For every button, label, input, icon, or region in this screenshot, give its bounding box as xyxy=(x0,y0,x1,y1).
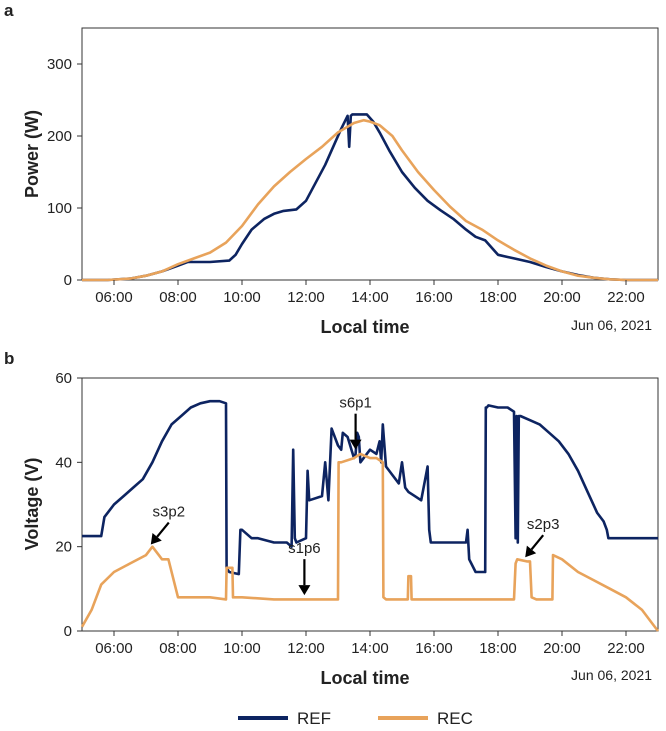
panel-letter-a: a xyxy=(4,1,14,20)
y-axis-title: Voltage (V) xyxy=(22,458,42,551)
date-label: Jun 06, 2021 xyxy=(571,667,652,683)
annotations: s3p2 s1p6 s6p1 s2p3 xyxy=(150,395,560,596)
x-tick-label: 20:00 xyxy=(543,289,581,306)
annotation-arrow-shaft xyxy=(530,534,545,551)
x-tick-label: 22:00 xyxy=(607,289,645,306)
y-axis-title: Power (W) xyxy=(22,110,42,198)
x-tick-label: 22:00 xyxy=(607,640,645,657)
series-line-ref xyxy=(82,113,658,282)
axis-ticks: 06:00 08:00 10:00 12:00 14:00 16:00 18:00 20:00… xyxy=(47,56,645,306)
series-ref xyxy=(82,113,658,282)
series-ref xyxy=(82,399,658,576)
annotation-arrow-head xyxy=(525,545,537,558)
plot-frame xyxy=(81,27,659,281)
x-tick-label: 08:00 xyxy=(159,640,197,657)
x-tick-label: 06:00 xyxy=(95,640,133,657)
x-tick-label: 12:00 xyxy=(287,289,325,306)
series-line-rec xyxy=(82,118,658,282)
y-tick-label: 0 xyxy=(64,623,72,640)
y-tick-label: 100 xyxy=(47,200,72,217)
annotation-label-s6p1: s6p1 xyxy=(339,395,372,412)
y-tick-label: 200 xyxy=(47,128,72,145)
panel-letter-b: b xyxy=(4,349,14,368)
panel-b-voltage-chart: b 06:00 08:00 10:00 12:00 14:00 16:00 18:00 20:… xyxy=(4,349,660,688)
date-label: Jun 06, 2021 xyxy=(571,317,652,333)
annotation-label-s2p3: s2p3 xyxy=(527,516,560,533)
x-tick-label: 20:00 xyxy=(543,640,581,657)
y-tick-label: 0 xyxy=(64,272,72,289)
series-line-ref xyxy=(82,399,658,576)
annotation-arrow-head xyxy=(349,439,362,450)
y-tick-label: 300 xyxy=(47,56,72,73)
legend: REF REC xyxy=(238,709,473,728)
x-tick-label: 16:00 xyxy=(415,289,453,306)
y-tick-label: 40 xyxy=(55,454,72,471)
x-axis-title: Local time xyxy=(320,668,409,688)
x-tick-label: 18:00 xyxy=(479,289,517,306)
x-tick-label: 14:00 xyxy=(351,289,389,306)
x-tick-label: 14:00 xyxy=(351,640,389,657)
annotation-label-s3p2: s3p2 xyxy=(153,504,186,521)
series-line-rec xyxy=(80,452,660,632)
x-tick-label: 16:00 xyxy=(415,640,453,657)
x-tick-label: 12:00 xyxy=(287,640,325,657)
y-tick-label: 20 xyxy=(55,539,72,556)
legend-label-ref: REF xyxy=(297,709,331,728)
x-axis-title: Local time xyxy=(320,317,409,337)
series-rec xyxy=(80,452,660,632)
legend-label-rec: REC xyxy=(437,709,473,728)
annotation-arrow-shaft xyxy=(156,521,170,538)
annotation-arrow-head xyxy=(150,533,162,545)
x-tick-label: 18:00 xyxy=(479,640,517,657)
series-rec xyxy=(82,118,658,282)
y-tick-label: 60 xyxy=(55,370,72,387)
x-tick-label: 10:00 xyxy=(223,289,261,306)
annotation-label-s1p6: s1p6 xyxy=(288,540,321,557)
panel-a-power-chart: a 06:00 08:00 10:00 12:00 14:00 16:00 18:00 20:… xyxy=(4,1,659,337)
axis-ticks: 06:00 08:00 10:00 12:00 14:00 16:00 18:00 20:00… xyxy=(55,370,644,657)
x-tick-label: 08:00 xyxy=(159,289,197,306)
x-tick-label: 06:00 xyxy=(95,289,133,306)
x-tick-label: 10:00 xyxy=(223,640,261,657)
annotation-arrow-head xyxy=(298,585,311,596)
